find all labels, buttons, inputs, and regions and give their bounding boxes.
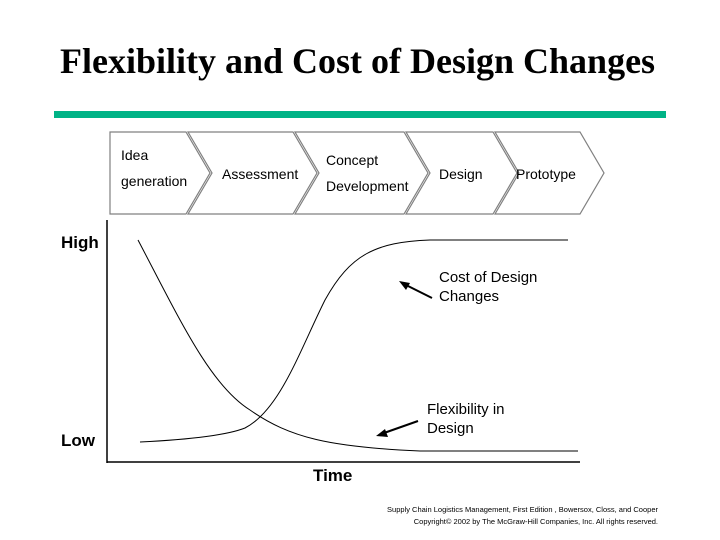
cost-callout-arrow [405, 284, 433, 299]
chevron-idea-generation [109, 131, 211, 215]
flexibility-callout-arrow [383, 420, 419, 434]
cost-arrowhead [399, 281, 410, 290]
chevron-concept-development [293, 131, 429, 215]
copyright-credit: Supply Chain Logistics Management, First… [387, 504, 658, 528]
stage-label-assessment: Assessment [222, 166, 299, 182]
stage-label-prototype: Prototype [516, 166, 576, 182]
stage-label-concept-line2: Development [326, 178, 409, 194]
flexibility-curve [137, 239, 578, 452]
cost-label-line1: Cost of Design [439, 269, 538, 286]
x-axis-label: Time [313, 466, 353, 485]
stage-label-idea-line1: Idea [121, 147, 149, 163]
y-axis-high-label: High [61, 233, 99, 252]
credit-line2: Copyright© 2002 by The McGraw-Hill Compa… [413, 517, 658, 526]
credit-line1: Supply Chain Logistics Management, First… [387, 505, 658, 514]
cost-curve [139, 239, 568, 443]
slide-title: Flexibility and Cost of Design Changes [60, 41, 656, 81]
stage-label-concept-line1: Concept [326, 152, 379, 168]
stage-label-design: Design [439, 166, 483, 182]
chevron-prototype [493, 131, 605, 215]
chevron-assessment [186, 131, 318, 215]
chevron-design [404, 131, 518, 215]
y-axis-low-label: Low [61, 431, 95, 450]
cost-label-line2: Changes [439, 288, 500, 305]
flexibility-label-line1: Flexibility in [427, 401, 505, 418]
stage-label-idea-line2: generation [121, 173, 188, 189]
flexibility-label-line2: Design [427, 420, 474, 437]
flexibility-arrowhead [376, 429, 388, 437]
title-divider [54, 111, 666, 118]
